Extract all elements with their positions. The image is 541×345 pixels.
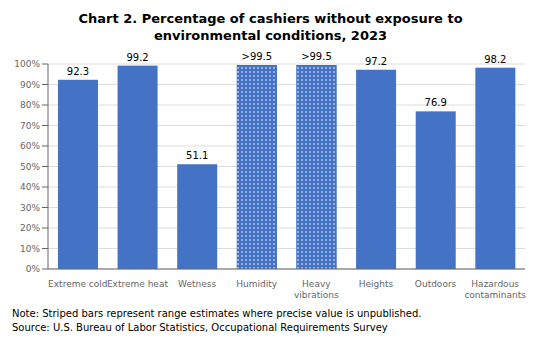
svg-text:98.2: 98.2 bbox=[484, 54, 506, 65]
svg-text:50%: 50% bbox=[20, 162, 40, 172]
svg-text:51.1: 51.1 bbox=[186, 150, 208, 161]
svg-text:100%: 100% bbox=[14, 59, 40, 69]
svg-text:30%: 30% bbox=[20, 203, 40, 213]
svg-text:60%: 60% bbox=[20, 141, 40, 151]
html-text:Note: Striped bars represent r: Note: Striped bars represent range estim… bbox=[12, 308, 422, 319]
html-text:environmental conditions, 2023: environmental conditions, 2023 bbox=[154, 28, 387, 43]
svg-text:Heights: Heights bbox=[359, 279, 394, 289]
svg-text:70%: 70% bbox=[20, 121, 40, 131]
svg-text:Humidity: Humidity bbox=[236, 279, 277, 289]
svg-text:>99.5: >99.5 bbox=[301, 51, 332, 62]
svg-text:Extreme cold: Extreme cold bbox=[48, 279, 107, 289]
svg-text:40%: 40% bbox=[20, 182, 40, 192]
svg-text:Extreme heat: Extreme heat bbox=[107, 279, 169, 289]
html-text:Source: U.S. Bureau of Labor S: Source: U.S. Bureau of Labor Statistics,… bbox=[12, 322, 388, 333]
svg-text:Outdoors: Outdoors bbox=[415, 279, 457, 289]
svg-text:80%: 80% bbox=[20, 100, 40, 110]
svg-text:20%: 20% bbox=[20, 223, 40, 233]
svg-text:76.9: 76.9 bbox=[425, 97, 447, 108]
svg-text:92.3: 92.3 bbox=[67, 66, 89, 77]
svg-text:97.2: 97.2 bbox=[365, 56, 387, 67]
svg-text:99.2: 99.2 bbox=[126, 52, 148, 63]
svg-text:10%: 10% bbox=[20, 244, 40, 254]
svg-text:>99.5: >99.5 bbox=[242, 51, 273, 62]
svg-text:Heavyvibrations: Heavyvibrations bbox=[294, 279, 339, 300]
html-text:Chart 2. Percentage of cashier: Chart 2. Percentage of cashiers without … bbox=[78, 11, 463, 26]
svg-text:Hazardouscontaminants: Hazardouscontaminants bbox=[464, 279, 526, 300]
svg-text:0%: 0% bbox=[26, 264, 41, 274]
svg-text:Wetness: Wetness bbox=[178, 279, 216, 289]
svg-text:90%: 90% bbox=[20, 80, 40, 90]
